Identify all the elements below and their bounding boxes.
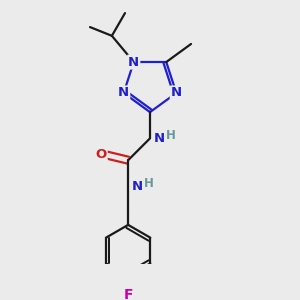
Text: N: N [171, 86, 182, 100]
Text: O: O [95, 148, 107, 161]
Text: N: N [132, 180, 143, 193]
Text: N: N [154, 132, 165, 145]
Text: H: H [166, 129, 176, 142]
Text: N: N [128, 56, 139, 68]
Text: F: F [123, 288, 133, 300]
Text: N: N [118, 86, 129, 100]
Text: H: H [144, 177, 154, 190]
